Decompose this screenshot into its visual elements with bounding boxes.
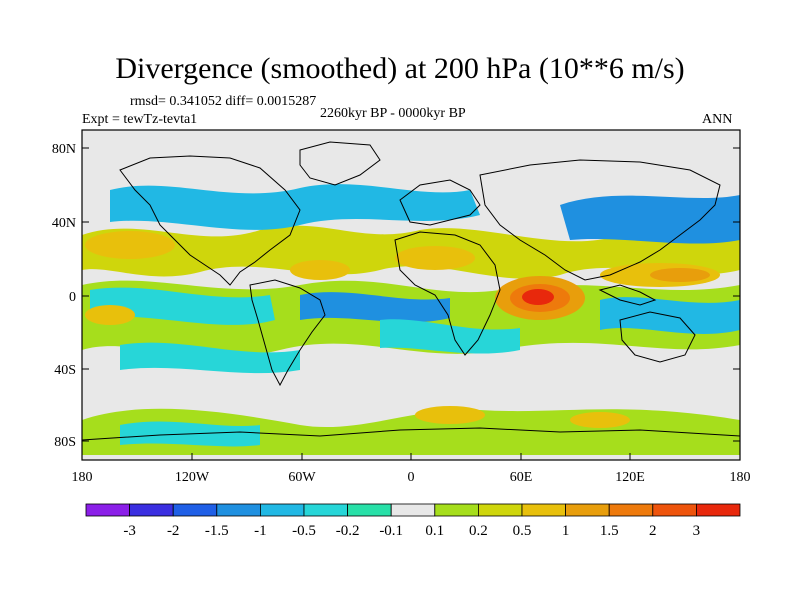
colorbar-swatch [216,503,261,517]
colorbar-swatch [521,503,566,517]
colorbar-swatch [652,503,697,517]
field-positive-north-pacific [85,231,175,259]
period-text: 2260kyr BP - 0000kyr BP [320,106,466,121]
field-positive-east-pacific [85,305,135,325]
lon-tick-label: 120W [175,470,210,485]
colorbar-label: 0.1 [425,523,444,539]
coast-africa [394,231,501,356]
colorbar: -3 -2 -1.5 -1 -0.5 -0.2 -0.1 0.1 0.2 0.5 1 1.5 2 3 [85,503,741,539]
colorbar-swatch [129,503,174,517]
colorbar-swatch [390,503,436,517]
coast-indonesia [598,284,657,306]
field-positive-southern-ocean-east [570,412,630,428]
colorbar-label: 1.5 [600,523,619,539]
lat-labels: 80N 40N 0 40S 80S [52,142,76,450]
divergence-field [82,184,740,455]
field-positive-west-atlantic [290,260,350,280]
lon-tick-label: 180 [730,470,751,485]
colorbar-label: -3 [123,523,136,539]
field-negative-south-atlantic [380,319,520,354]
colorbar-label: -1.5 [205,523,229,539]
colorbar-label: 0.5 [513,523,532,539]
field-positive-west-pacific-core [650,268,710,282]
colorbar-swatch [565,503,610,517]
colorbar-label: 1 [562,523,570,539]
colorbar-swatch [608,503,654,517]
lon-labels: 180 120W 60W 0 60E 120E 180 [72,470,751,485]
coast-asia [479,159,721,281]
field-positive-southern-ocean [415,406,485,424]
colorbar-label: -0.2 [336,523,360,539]
lon-tick-label: 180 [72,470,93,485]
field-negative-north [110,184,480,230]
lat-tick-label: 40N [52,216,76,231]
colorbar-swatch [259,503,305,517]
lat-tick-label: 40S [54,363,76,378]
field-negative-atlantic [300,292,450,323]
map-title: Divergence (smoothed) at 200 hPa (10**6 … [115,52,685,85]
colorbar-label: -1 [254,523,267,539]
field-negative-south-pacific [120,342,300,374]
lon-tick-label: 120E [615,470,645,485]
lat-tick-label: 0 [69,290,76,305]
season-label: ANN [702,112,733,127]
colorbar-label: -0.1 [379,523,403,539]
stats-text: rmsd= 0.341052 diff= 0.0015287 [130,94,317,109]
coast-antarctica [82,427,740,441]
lon-tick-label: 60E [510,470,533,485]
field-positive-north-africa [395,246,475,270]
coastlines [82,141,740,441]
field-negative-pacific [90,287,275,325]
field-negative-east-asia [560,195,740,244]
colorbar-label: 2 [649,523,657,539]
axis-ticks [82,147,740,460]
coast-greenland [299,141,381,186]
colorbar-swatch [85,503,130,517]
coast-europe [399,179,481,226]
coast-north-america [119,155,301,286]
lat-tick-label: 80S [54,435,76,450]
colorbar-label: 3 [693,523,701,539]
colorbar-swatch [477,503,523,517]
colorbar-swatch [347,503,392,517]
lon-tick-label: 60W [288,470,316,485]
coast-australia [619,311,696,363]
colorbar-swatch [303,503,348,517]
colorbar-swatch [696,503,741,517]
lon-tick-label: 0 [408,470,415,485]
colorbar-swatch [172,503,218,517]
colorbar-label: -2 [167,523,180,539]
field-positive-indian-ocean-peak [522,289,554,305]
coast-south-america [249,279,326,387]
colorbar-label: -0.5 [292,523,316,539]
lat-tick-label: 80N [52,142,76,157]
colorbar-label: 0.2 [469,523,488,539]
colorbar-swatch [434,503,479,517]
experiment-label: Expt = tewTz-tevta1 [82,112,198,127]
